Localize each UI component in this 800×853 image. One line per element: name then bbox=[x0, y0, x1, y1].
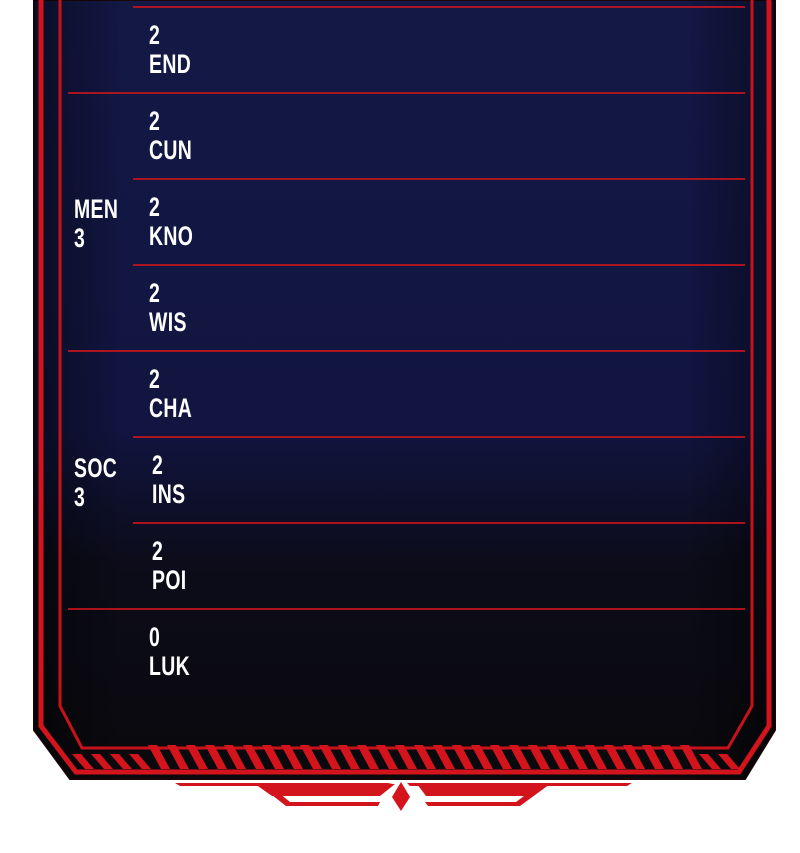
stat-end: 2 END bbox=[149, 21, 191, 79]
stat-value: 2 bbox=[149, 106, 161, 136]
stat-value: 2 bbox=[149, 192, 161, 222]
diamond-ornament bbox=[392, 782, 410, 811]
hazard-stripe bbox=[148, 745, 170, 769]
hazard-stripe bbox=[129, 754, 151, 769]
hazard-stripe bbox=[338, 745, 360, 769]
hazard-stripe bbox=[699, 754, 721, 769]
stat-cun: 2 CUN bbox=[149, 107, 192, 165]
stat-ins: 2 INS bbox=[152, 451, 185, 509]
hazard-stripe bbox=[357, 745, 379, 769]
stat-value: 2 bbox=[149, 364, 161, 394]
hazard-stripe bbox=[680, 745, 702, 769]
hazard-stripe bbox=[528, 745, 550, 769]
group-name: SOC bbox=[74, 453, 118, 483]
stat-name: CUN bbox=[149, 135, 193, 165]
hazard-stripe bbox=[452, 745, 474, 769]
hazard-stripe bbox=[262, 745, 284, 769]
hazard-stripe bbox=[547, 745, 569, 769]
stat-kno: 2 KNO bbox=[149, 193, 193, 251]
stat-value: 2 bbox=[152, 450, 164, 480]
stat-value: 0 bbox=[149, 622, 161, 652]
stat-name: INS bbox=[152, 479, 186, 509]
group-value: 3 bbox=[74, 482, 86, 512]
hazard-stripe bbox=[205, 745, 227, 769]
stat-value: 2 bbox=[152, 536, 164, 566]
hazard-stripe bbox=[509, 745, 531, 769]
hazard-stripe bbox=[224, 745, 246, 769]
stat-name: POI bbox=[152, 565, 187, 595]
stat-wis: 2 WIS bbox=[149, 279, 187, 337]
hazard-stripe bbox=[186, 745, 208, 769]
group-value: 3 bbox=[74, 223, 86, 253]
hazard-stripe bbox=[300, 745, 322, 769]
group-name: MEN bbox=[74, 194, 119, 224]
hazard-stripe bbox=[243, 745, 265, 769]
hazard-stripe bbox=[490, 745, 512, 769]
hazard-stripe bbox=[395, 745, 417, 769]
hazard-stripe bbox=[661, 745, 683, 769]
stat-value: 2 bbox=[149, 20, 161, 50]
stat-poi: 2 POI bbox=[152, 537, 187, 595]
group-label-soc: SOC 3 bbox=[74, 454, 117, 512]
hazard-stripe bbox=[376, 745, 398, 769]
stat-value: 2 bbox=[149, 278, 161, 308]
bottom-ornament bbox=[175, 782, 632, 811]
stat-name: WIS bbox=[149, 307, 187, 337]
stat-name: LUK bbox=[149, 651, 191, 681]
hazard-stripe bbox=[642, 745, 664, 769]
hazard-stripe bbox=[167, 745, 189, 769]
hazard-stripe bbox=[585, 745, 607, 769]
hazard-stripe bbox=[718, 754, 740, 769]
stat-luk: 0 LUK bbox=[149, 623, 190, 681]
group-label-men: MEN 3 bbox=[74, 195, 118, 253]
hazard-stripe bbox=[604, 745, 626, 769]
hazard-stripe bbox=[433, 745, 455, 769]
hazard-stripe bbox=[414, 745, 436, 769]
stat-name: KNO bbox=[149, 221, 194, 251]
stat-name: END bbox=[149, 49, 192, 79]
stat-name: CHA bbox=[149, 393, 193, 423]
stat-grid bbox=[132, 0, 591, 720]
stat-grid-rows bbox=[68, 6, 745, 610]
stat-cha: 2 CHA bbox=[149, 365, 192, 423]
hazard-stripes bbox=[72, 745, 740, 769]
hazard-stripe bbox=[623, 745, 645, 769]
hazard-stripe bbox=[72, 754, 94, 769]
outer-border bbox=[38, 0, 772, 775]
hazard-stripe bbox=[566, 745, 588, 769]
hazard-stripe bbox=[91, 754, 113, 769]
hazard-stripe bbox=[471, 745, 493, 769]
hazard-stripe bbox=[319, 745, 341, 769]
hazard-stripe bbox=[110, 754, 132, 769]
hazard-stripe bbox=[281, 745, 303, 769]
